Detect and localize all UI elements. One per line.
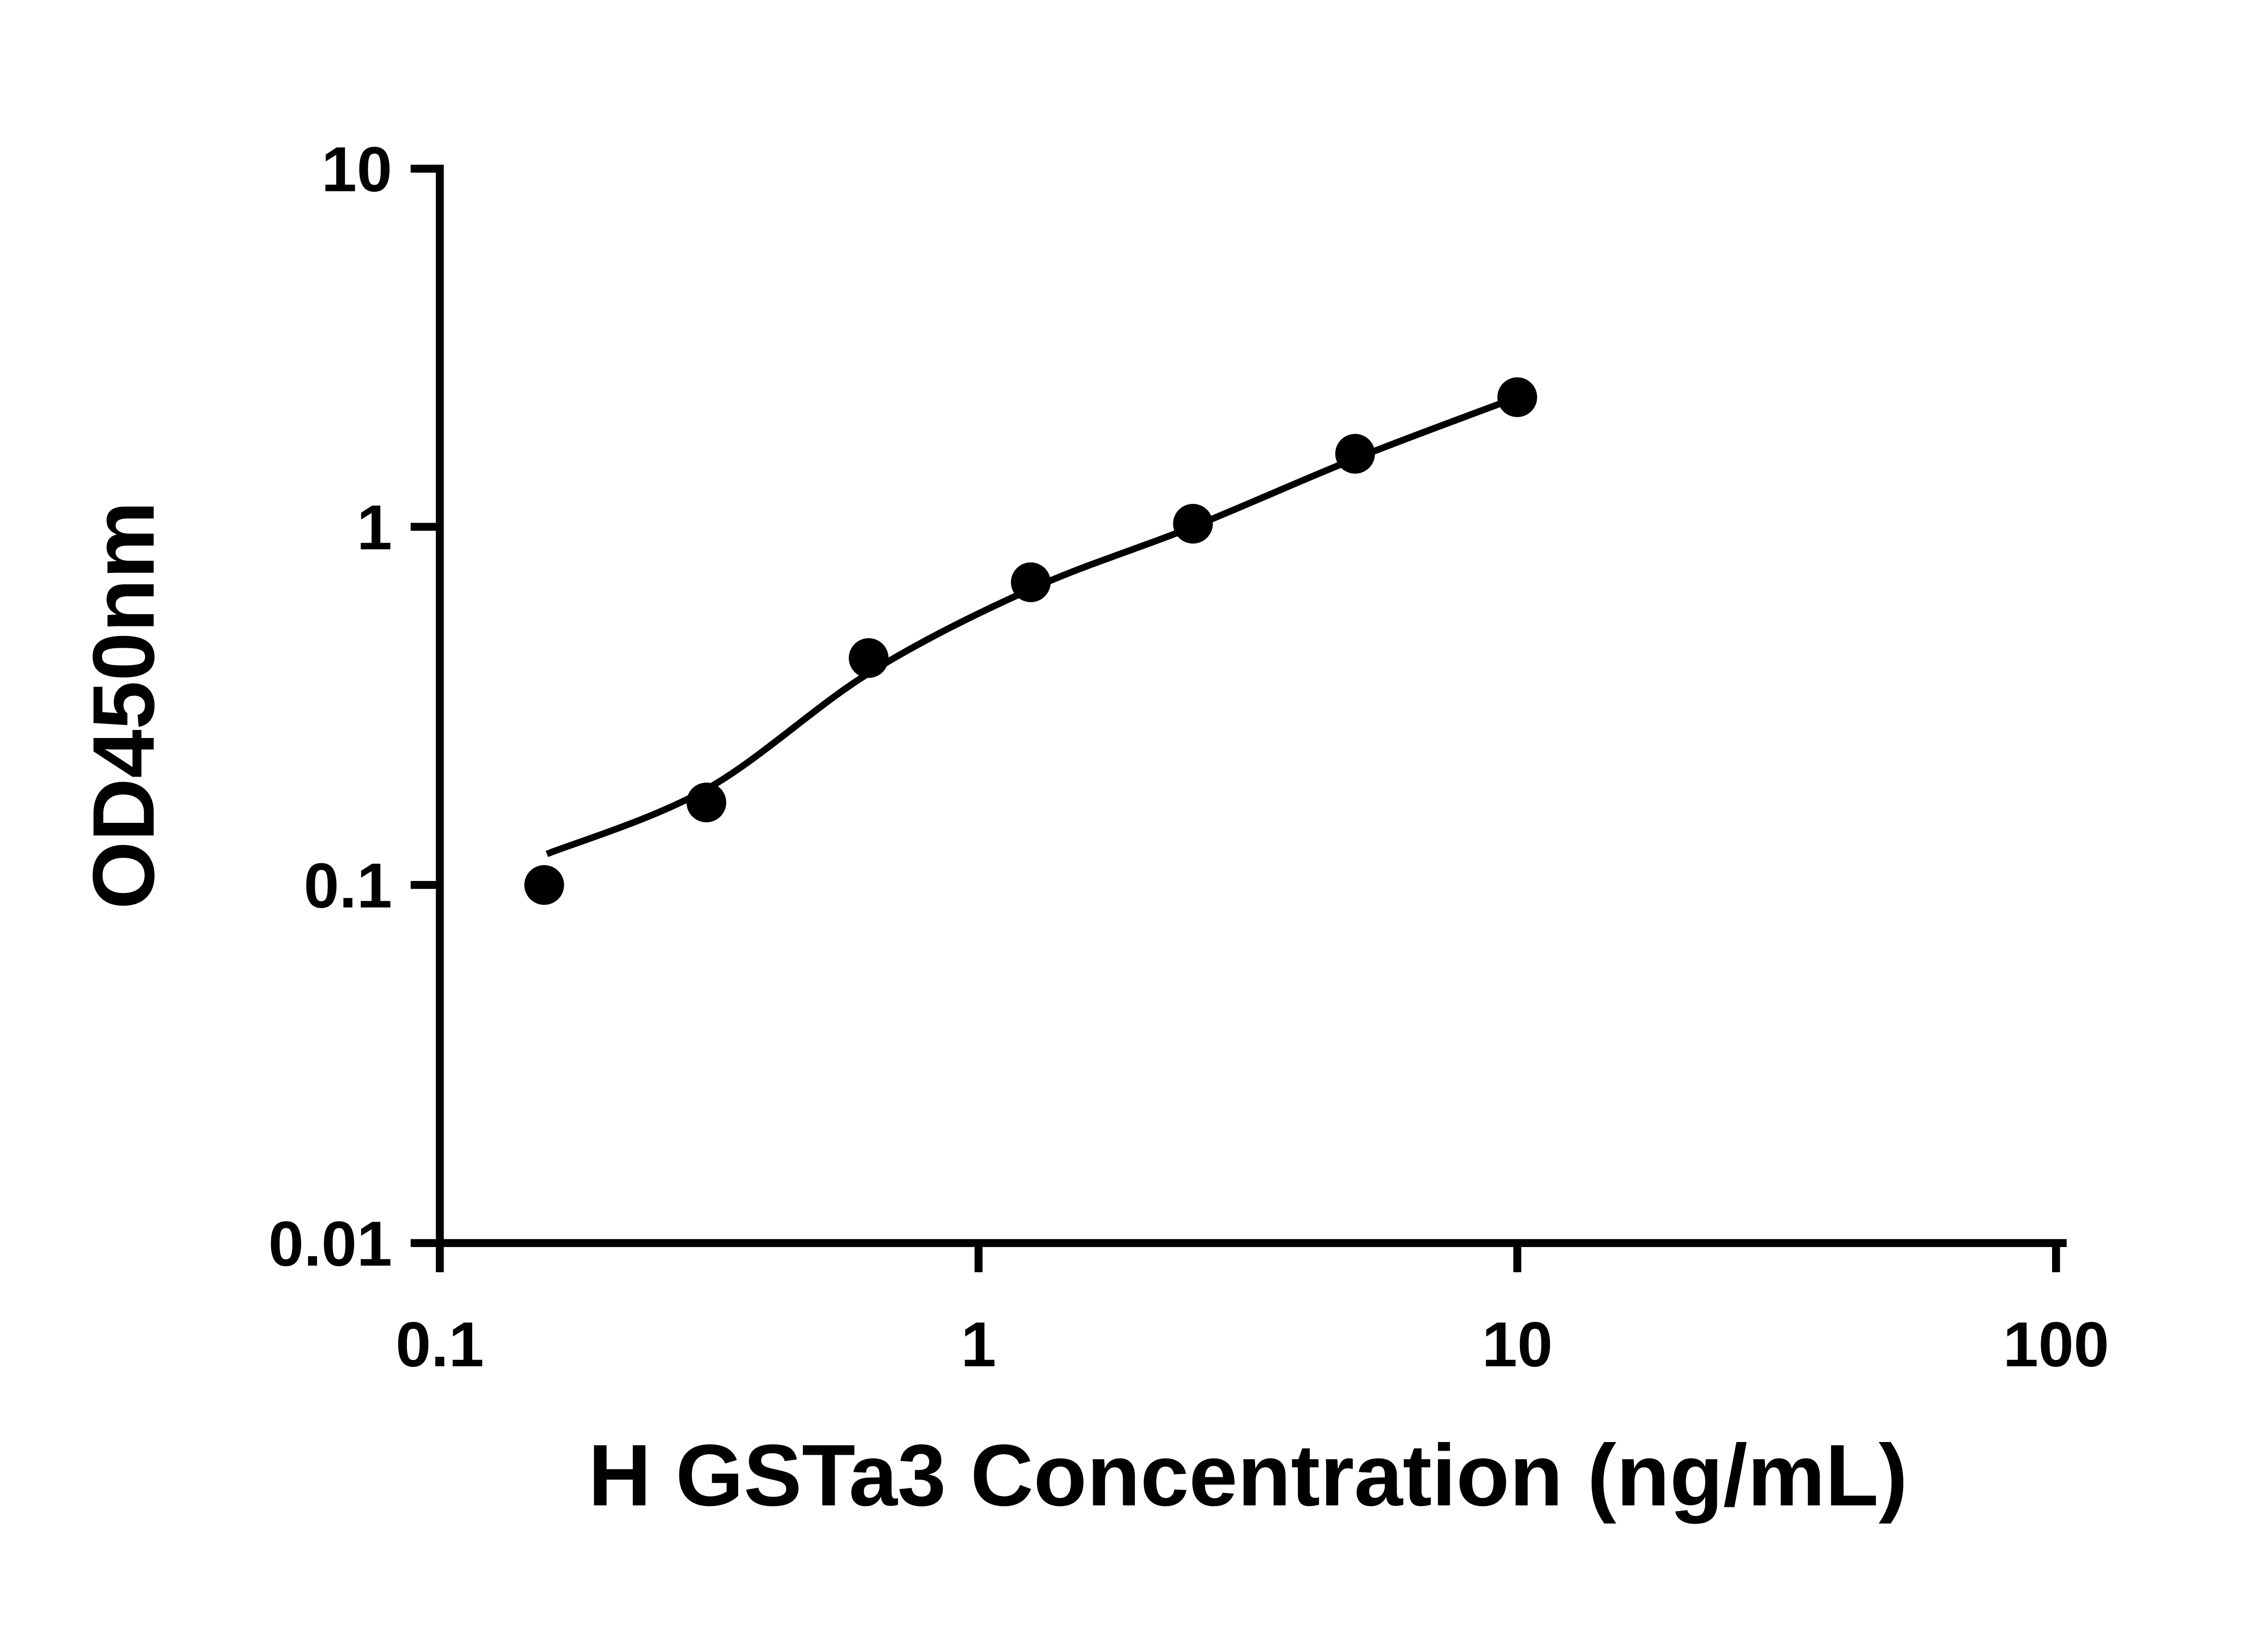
y-tick-label: 1 bbox=[357, 492, 392, 563]
x-tick-label: 0.1 bbox=[396, 1309, 484, 1380]
y-tick-label: 10 bbox=[322, 133, 392, 205]
y-tick-label: 0.1 bbox=[304, 850, 392, 921]
data-point bbox=[1497, 377, 1537, 417]
x-tick-label: 1 bbox=[961, 1309, 996, 1380]
y-axis-title: OD450nm bbox=[75, 501, 172, 909]
data-point bbox=[686, 782, 727, 822]
x-axis-title: H GSTa3 Concentration (ng/mL) bbox=[588, 1427, 1908, 1524]
fit-curve bbox=[545, 394, 1519, 857]
x-tick-label: 10 bbox=[1482, 1309, 1553, 1380]
data-point bbox=[1173, 504, 1213, 544]
data-points bbox=[524, 377, 1537, 905]
data-point bbox=[849, 638, 889, 678]
y-tick-label: 0.01 bbox=[269, 1208, 392, 1279]
data-point bbox=[524, 865, 564, 905]
fit-curve-line bbox=[545, 394, 1519, 857]
data-point bbox=[1011, 562, 1051, 602]
x-tick-label: 100 bbox=[2003, 1309, 2109, 1380]
data-point bbox=[1335, 434, 1375, 474]
